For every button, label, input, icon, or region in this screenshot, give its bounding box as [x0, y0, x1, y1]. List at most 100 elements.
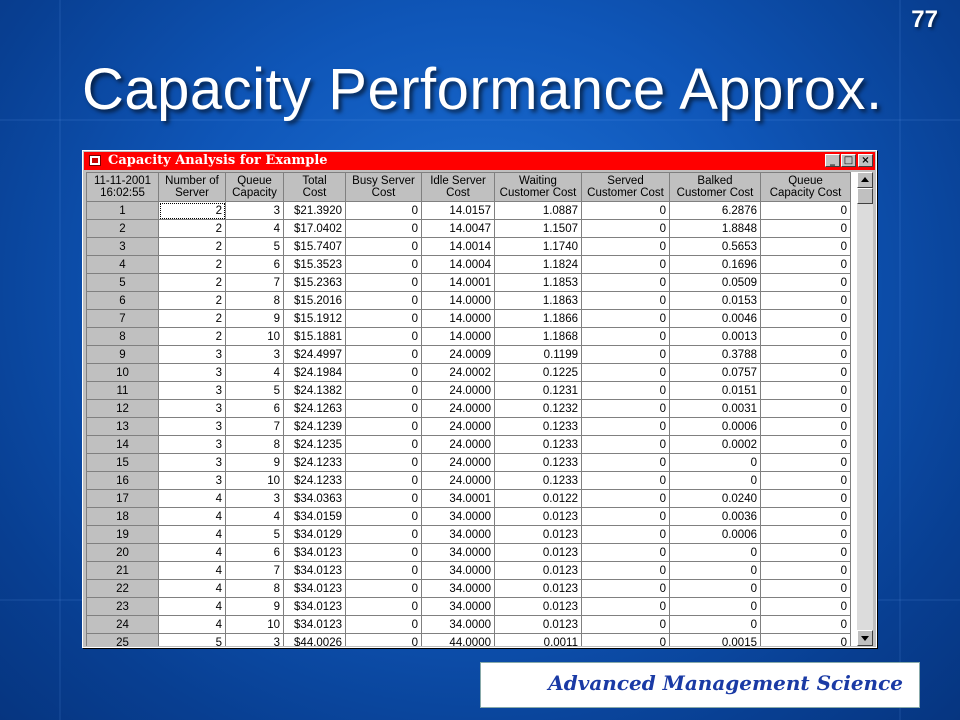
- grid-cell[interactable]: 6: [225, 543, 284, 562]
- grid-cell[interactable]: 0: [581, 453, 670, 472]
- grid-cell[interactable]: 2: [158, 291, 226, 310]
- grid-cell[interactable]: 2: [158, 273, 226, 292]
- grid-cell[interactable]: 3: [158, 435, 226, 454]
- grid-cell[interactable]: $21.3920: [283, 201, 346, 220]
- grid-cell[interactable]: 0.0240: [669, 489, 761, 508]
- grid-cell[interactable]: 9: [225, 597, 284, 616]
- row-header[interactable]: 18: [86, 507, 159, 526]
- grid-cell[interactable]: 1.0887: [494, 201, 582, 220]
- grid-cell[interactable]: 34.0000: [421, 615, 495, 634]
- grid-cell[interactable]: 14.0047: [421, 219, 495, 238]
- column-header[interactable]: Served Customer Cost: [581, 172, 670, 202]
- grid-cell[interactable]: 0: [760, 309, 851, 328]
- grid-cell[interactable]: 0: [581, 255, 670, 274]
- grid-cell[interactable]: 0.0122: [494, 489, 582, 508]
- grid-cell[interactable]: 0: [760, 507, 851, 526]
- grid-cell[interactable]: 0: [581, 543, 670, 562]
- grid-cell[interactable]: 0.1233: [494, 471, 582, 490]
- app-icon[interactable]: [89, 155, 101, 166]
- grid-cell[interactable]: 0: [760, 543, 851, 562]
- grid-cell[interactable]: 0.1696: [669, 255, 761, 274]
- grid-cell[interactable]: 0.0757: [669, 363, 761, 382]
- grid-cell[interactable]: 0: [581, 219, 670, 238]
- row-header[interactable]: 7: [86, 309, 159, 328]
- grid-cell[interactable]: $24.1984: [283, 363, 346, 382]
- grid-cell[interactable]: 10: [225, 471, 284, 490]
- grid-cell[interactable]: 0: [760, 453, 851, 472]
- grid-cell[interactable]: 0: [345, 255, 422, 274]
- row-header[interactable]: 14: [86, 435, 159, 454]
- grid-cell[interactable]: 0.0013: [669, 327, 761, 346]
- grid-cell[interactable]: 0: [345, 399, 422, 418]
- grid-cell[interactable]: 0: [581, 507, 670, 526]
- column-header[interactable]: Idle Server Cost: [421, 172, 495, 202]
- column-header[interactable]: Queue Capacity Cost: [760, 172, 851, 202]
- grid-cell[interactable]: 0: [345, 597, 422, 616]
- grid-cell[interactable]: 24.0009: [421, 345, 495, 364]
- grid-cell[interactable]: 34.0000: [421, 525, 495, 544]
- grid-cell[interactable]: $34.0129: [283, 525, 346, 544]
- grid-cell[interactable]: 0: [345, 453, 422, 472]
- grid-cell[interactable]: 14.0004: [421, 255, 495, 274]
- row-header[interactable]: 24: [86, 615, 159, 634]
- row-header[interactable]: 11: [86, 381, 159, 400]
- grid-cell[interactable]: 0: [345, 525, 422, 544]
- grid-cell[interactable]: 0: [345, 543, 422, 562]
- grid-cell[interactable]: 14.0000: [421, 309, 495, 328]
- row-header[interactable]: 20: [86, 543, 159, 562]
- grid-cell[interactable]: $34.0123: [283, 543, 346, 562]
- grid-cell[interactable]: 14.0014: [421, 237, 495, 256]
- scroll-up-arrow-icon[interactable]: [857, 172, 873, 188]
- grid-cell[interactable]: 10: [225, 615, 284, 634]
- grid-cell[interactable]: 3: [225, 345, 284, 364]
- grid-cell[interactable]: 6.2876: [669, 201, 761, 220]
- grid-cell[interactable]: 24.0000: [421, 453, 495, 472]
- grid-cell[interactable]: 0: [345, 291, 422, 310]
- grid-cell[interactable]: 0: [345, 579, 422, 598]
- grid-cell[interactable]: 0.1225: [494, 363, 582, 382]
- grid-cell[interactable]: $17.0402: [283, 219, 346, 238]
- grid-cell[interactable]: 0: [581, 489, 670, 508]
- grid-cell[interactable]: 7: [225, 417, 284, 436]
- grid-cell[interactable]: 0: [581, 525, 670, 544]
- grid-cell[interactable]: 34.0000: [421, 561, 495, 580]
- grid-cell[interactable]: 0.0123: [494, 561, 582, 580]
- grid-cell[interactable]: 2: [158, 309, 226, 328]
- grid-cell[interactable]: $34.0123: [283, 615, 346, 634]
- grid-cell[interactable]: 0: [581, 561, 670, 580]
- grid-cell[interactable]: 4: [225, 363, 284, 382]
- grid-cell[interactable]: 0: [345, 561, 422, 580]
- grid-cell[interactable]: 2: [158, 219, 226, 238]
- row-header[interactable]: 2: [86, 219, 159, 238]
- grid-cell[interactable]: 0: [760, 237, 851, 256]
- grid-cell[interactable]: $24.1382: [283, 381, 346, 400]
- grid-cell[interactable]: 2: [158, 255, 226, 274]
- grid-cell[interactable]: 0: [345, 507, 422, 526]
- grid-cell[interactable]: 3: [158, 453, 226, 472]
- close-button[interactable]: ×: [858, 154, 873, 167]
- grid-cell[interactable]: 4: [225, 219, 284, 238]
- grid-cell[interactable]: 0.0006: [669, 417, 761, 436]
- grid-cell[interactable]: 34.0001: [421, 489, 495, 508]
- grid-cell[interactable]: 2: [158, 201, 226, 220]
- column-header[interactable]: Busy Server Cost: [345, 172, 422, 202]
- grid-cell[interactable]: 0.0002: [669, 435, 761, 454]
- grid-cell[interactable]: 0: [581, 273, 670, 292]
- grid-cell[interactable]: 0: [760, 255, 851, 274]
- grid-cell[interactable]: 5: [225, 381, 284, 400]
- grid-cell[interactable]: 4: [158, 543, 226, 562]
- grid-cell[interactable]: 0: [669, 543, 761, 562]
- grid-cell[interactable]: 1.1853: [494, 273, 582, 292]
- grid-cell[interactable]: $24.1235: [283, 435, 346, 454]
- grid-cell[interactable]: 3: [158, 345, 226, 364]
- grid-cell[interactable]: 0: [581, 435, 670, 454]
- row-header[interactable]: 22: [86, 579, 159, 598]
- row-header[interactable]: 23: [86, 597, 159, 616]
- grid-cell[interactable]: 0: [760, 363, 851, 382]
- row-header[interactable]: 9: [86, 345, 159, 364]
- grid-cell[interactable]: 24.0000: [421, 435, 495, 454]
- grid-cell[interactable]: 0: [669, 561, 761, 580]
- grid-cell[interactable]: 14.0000: [421, 291, 495, 310]
- grid-cell[interactable]: 3: [158, 417, 226, 436]
- grid-cell[interactable]: $15.7407: [283, 237, 346, 256]
